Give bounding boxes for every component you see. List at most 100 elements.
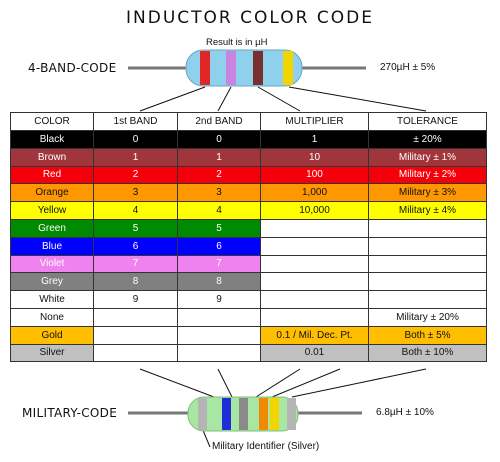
cell-band2 <box>177 307 261 327</box>
table-body: Black 0 0 1 ± 20% Brown 1 1 10 Military ± 1% Red 2 2… <box>10 130 487 363</box>
cell-band2: 7 <box>177 254 261 274</box>
pointer-tolerance <box>288 86 427 112</box>
cell-band1: 2 <box>93 165 178 185</box>
result-unit-note: Result is in µH <box>206 37 268 48</box>
four-band-stripe-3 <box>253 51 263 85</box>
mil-pointer-3 <box>255 368 301 398</box>
military-example-value: 6.8µH ± 10% <box>376 407 434 418</box>
cell-band2: 0 <box>177 130 261 149</box>
cell-color: Gold <box>10 325 94 345</box>
cell-multiplier: 10 <box>260 147 369 167</box>
band-pointer-lines <box>139 86 427 112</box>
cell-band2: 8 <box>177 272 261 292</box>
cell-tolerance: ± 20% <box>368 130 487 149</box>
cell-tolerance <box>368 236 487 256</box>
cell-color: Orange <box>10 183 94 203</box>
mil-pointer-1 <box>139 368 215 398</box>
page-title: INDUCTOR COLOR CODE <box>126 8 374 28</box>
cell-tolerance: Both ± 5% <box>368 325 487 345</box>
cell-band1: 8 <box>93 272 178 292</box>
cell-band1: 9 <box>93 290 178 309</box>
cell-color: Yellow <box>10 201 94 220</box>
four-band-stripe-4 <box>283 51 293 85</box>
military-inductor <box>128 396 362 432</box>
cell-multiplier <box>260 218 369 238</box>
mil-band-stripe-3 <box>239 398 248 430</box>
table-row: Gold 0.1 / Mil. Dec. Pt. Both ± 5% <box>10 325 487 345</box>
table-row: Orange 3 3 1,000 Military ± 3% <box>10 183 487 203</box>
cell-band1: 6 <box>93 236 178 256</box>
color-code-table: COLOR 1st BAND 2nd BAND MULTIPLIER TOLER… <box>10 112 487 363</box>
mil-band-stripe-6 <box>287 398 296 430</box>
cell-band2: 4 <box>177 201 261 220</box>
cell-band1 <box>93 307 178 327</box>
mil-band-stripe-2 <box>222 398 231 430</box>
cell-band2: 5 <box>177 218 261 238</box>
header-tolerance: TOLERANCE <box>368 112 487 131</box>
cell-color: Blue <box>10 236 94 256</box>
header-2nd-band: 2nd BAND <box>177 112 261 131</box>
four-band-example-value: 270µH ± 5% <box>380 62 436 73</box>
cell-multiplier <box>260 254 369 274</box>
cell-tolerance: Military ± 1% <box>368 147 487 167</box>
cell-band1: 4 <box>93 201 178 220</box>
table-row: Black 0 0 1 ± 20% <box>10 130 487 149</box>
cell-tolerance: Military ± 20% <box>368 307 487 327</box>
cell-band2: 2 <box>177 165 261 185</box>
table-row: Violet 7 7 <box>10 254 487 274</box>
table-row: Blue 6 6 <box>10 236 487 256</box>
table-row: Red 2 2 100 Military ± 2% <box>10 165 487 185</box>
cell-multiplier: 0.1 / Mil. Dec. Pt. <box>260 325 369 345</box>
cell-tolerance: Military ± 3% <box>368 183 487 203</box>
cell-band1: 3 <box>93 183 178 203</box>
cell-band1: 7 <box>93 254 178 274</box>
cell-band2: 6 <box>177 236 261 256</box>
header-1st-band: 1st BAND <box>93 112 178 131</box>
cell-tolerance: Military ± 4% <box>368 201 487 220</box>
cell-color: Brown <box>10 147 94 167</box>
cell-multiplier <box>260 272 369 292</box>
cell-band1 <box>93 325 178 345</box>
cell-band2: 3 <box>177 183 261 203</box>
cell-tolerance <box>368 218 487 238</box>
cell-color: Green <box>10 218 94 238</box>
cell-band2 <box>177 343 261 363</box>
military-label: MILITARY-CODE <box>22 406 118 420</box>
cell-tolerance <box>368 290 487 309</box>
cell-band2: 1 <box>177 147 261 167</box>
cell-multiplier: 1,000 <box>260 183 369 203</box>
pointer-multiplier <box>257 86 301 112</box>
mil-band-stripe-1 <box>198 398 207 430</box>
cell-multiplier <box>260 290 369 309</box>
table-row: Silver 0.01 Both ± 10% <box>10 343 487 363</box>
header-multiplier: MULTIPLIER <box>260 112 369 131</box>
cell-band1 <box>93 343 178 363</box>
cell-color: None <box>10 307 94 327</box>
cell-multiplier <box>260 307 369 327</box>
cell-color: Red <box>10 165 94 185</box>
four-band-stripe-1 <box>200 51 210 85</box>
cell-tolerance <box>368 254 487 274</box>
cell-band2: 9 <box>177 290 261 309</box>
table-row: Yellow 4 4 10,000 Military ± 4% <box>10 201 487 220</box>
four-band-inductor <box>128 49 366 87</box>
cell-band1: 1 <box>93 147 178 167</box>
cell-color: Silver <box>10 343 94 363</box>
cell-multiplier: 0.01 <box>260 343 369 363</box>
table-row: Grey 8 8 <box>10 272 487 292</box>
inductor-body <box>185 49 303 87</box>
four-band-label: 4-BAND-CODE <box>28 61 117 75</box>
header-color: COLOR <box>10 112 94 131</box>
cell-band1: 0 <box>93 130 178 149</box>
cell-multiplier: 1 <box>260 130 369 149</box>
mil-pointer-4 <box>271 368 341 398</box>
cell-tolerance: Both ± 10% <box>368 343 487 363</box>
table-header-row: COLOR 1st BAND 2nd BAND MULTIPLIER TOLER… <box>10 112 487 131</box>
cell-color: Violet <box>10 254 94 274</box>
table-row: Green 5 5 <box>10 218 487 238</box>
cell-color: Grey <box>10 272 94 292</box>
cell-band1: 5 <box>93 218 178 238</box>
table-row: White 9 9 <box>10 290 487 309</box>
cell-tolerance: Military ± 2% <box>368 165 487 185</box>
cell-tolerance <box>368 272 487 292</box>
